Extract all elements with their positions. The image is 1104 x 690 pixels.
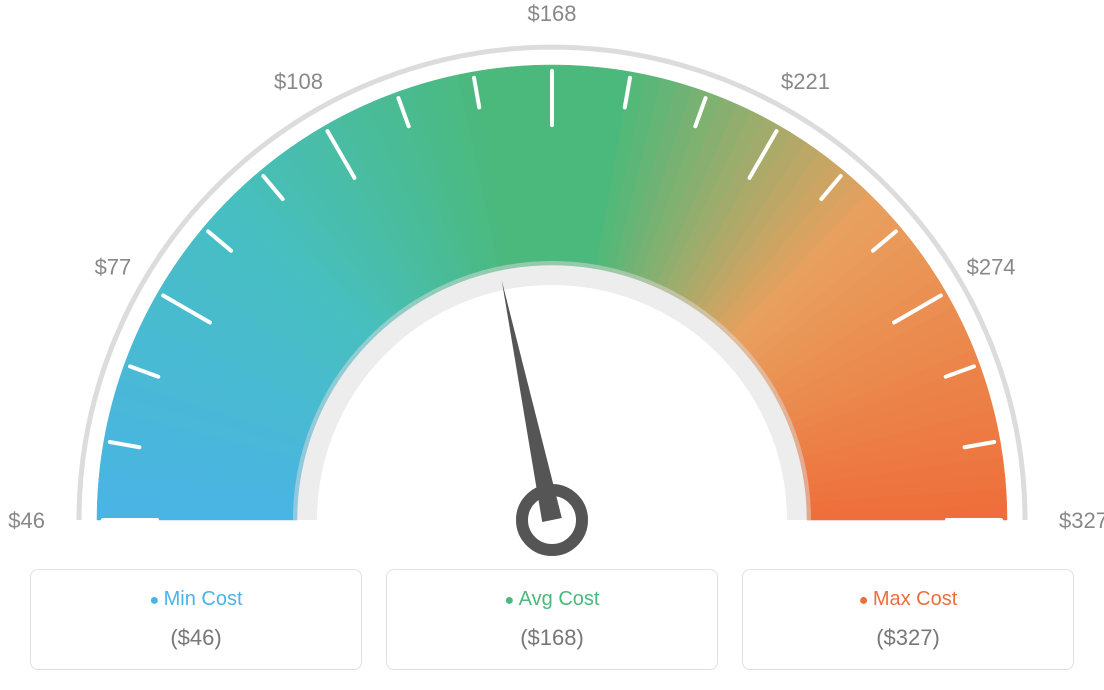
legend-row: Min Cost ($46) Avg Cost ($168) Max Cost …	[0, 569, 1104, 670]
scale-label: $327	[1059, 508, 1104, 533]
legend-card-max: Max Cost ($327)	[742, 569, 1074, 670]
scale-label: $77	[95, 255, 132, 280]
scale-label: $221	[781, 69, 830, 94]
scale-label: $168	[528, 1, 577, 26]
scale-label: $108	[274, 69, 323, 94]
scale-label: $46	[8, 508, 45, 533]
legend-avg-value: ($168)	[387, 625, 717, 651]
legend-avg-label: Avg Cost	[387, 588, 717, 611]
legend-min-label: Min Cost	[31, 588, 361, 611]
scale-label: $274	[967, 255, 1016, 280]
legend-max-label: Max Cost	[743, 588, 1073, 611]
legend-min-value: ($46)	[31, 625, 361, 651]
legend-card-min: Min Cost ($46)	[30, 569, 362, 670]
cost-gauge: $46 $77 $108 $168 $221 $274 $327	[0, 0, 1104, 560]
legend-max-value: ($327)	[743, 625, 1073, 651]
legend-card-avg: Avg Cost ($168)	[386, 569, 718, 670]
gauge-arc	[97, 65, 1007, 520]
